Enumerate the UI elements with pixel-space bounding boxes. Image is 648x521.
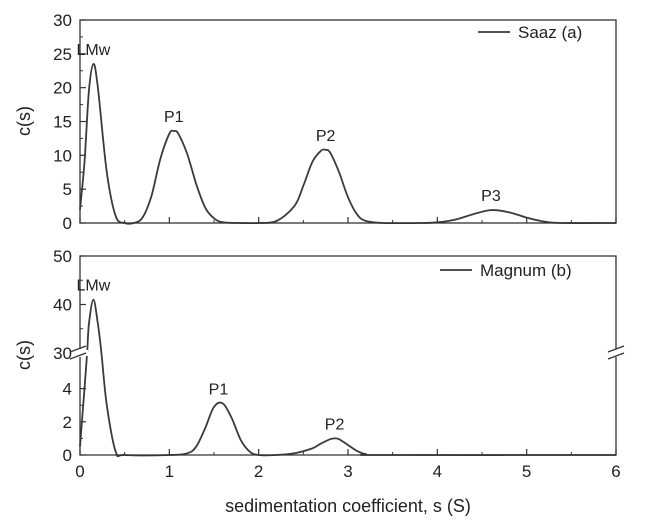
panel-b-y-tick-label: 2	[63, 413, 72, 432]
axis-break-gap-right	[608, 350, 624, 356]
magnum-legend-label: Magnum (b)	[480, 261, 572, 280]
panel-b-annotations: LMw P1 P2	[77, 278, 345, 434]
panel-a-annotation-p2: P2	[316, 128, 336, 145]
panel-a-y-tick-label: 30	[53, 11, 72, 30]
panel-a-tick-labels: 0 5 10 15 20 25 30	[53, 11, 72, 233]
panel-a-y-tick-label: 20	[53, 79, 72, 98]
axis-break-slash-left-1	[69, 345, 87, 353]
magnum-legend: Magnum (b)	[440, 261, 572, 280]
panel-a-annotation-p3: P3	[481, 188, 501, 205]
x-tick-label-1: 1	[165, 462, 174, 481]
panel-a-y-tick-label: 5	[63, 180, 72, 199]
panel-a-annotation-p1: P1	[164, 109, 184, 126]
axis-break-gap-left	[72, 350, 88, 356]
panel-b-frame	[79, 255, 617, 456]
panel-a: 0 5 10 15 20 25 30 LMw P1 P2 P3 Saaz (a) c(s)	[14, 11, 617, 233]
panel-b-y-axis-title: c(s)	[14, 340, 34, 370]
panel-a-y-tick-label: 0	[63, 214, 72, 233]
panel-b-y-tick-label: 30	[53, 344, 72, 363]
panel-a-y-tick-label: 15	[53, 113, 72, 132]
panel-b-y-tick-label: 0	[63, 446, 72, 465]
axis-break-slash-left-2	[69, 352, 87, 360]
panel-a-annotations: LMw P1 P2 P3	[77, 42, 501, 205]
panel-b-y-tick-label: 40	[53, 296, 72, 315]
saaz-legend-label: Saaz (a)	[518, 23, 582, 42]
panel-b: 0 1 2 3 4 5 6 0 2 4 30 40 50 LMw P1 P2 Magnum (b) c(s)	[14, 247, 625, 481]
axis-break-marks	[69, 345, 625, 360]
x-tick-label-6: 6	[611, 462, 620, 481]
panel-b-annotation-p1: P1	[209, 382, 229, 399]
saaz-legend: Saaz (a)	[478, 23, 582, 42]
panel-a-y-axis-title: c(s)	[14, 106, 34, 136]
x-tick-label-3: 3	[343, 462, 352, 481]
panel-b-annotation-p2: P2	[325, 416, 345, 433]
panel-b-annotation-lmw: LMw	[77, 278, 111, 295]
panel-b-y-tick-label: 50	[53, 247, 72, 266]
x-axis-title: sedimentation coefficient, s (S)	[225, 496, 471, 516]
panel-b-tick-labels: 0 1 2 3 4 5 6 0 2 4 30 40 50	[53, 247, 621, 481]
panel-a-annotation-lmw: LMw	[77, 42, 111, 59]
panel-b-y-tick-label: 4	[63, 380, 72, 399]
x-tick-label-4: 4	[433, 462, 442, 481]
axis-break-slash-right-2	[607, 352, 625, 360]
x-tick-label-2: 2	[254, 462, 263, 481]
panel-a-frame	[79, 19, 617, 224]
x-tick-label-0: 0	[75, 462, 84, 481]
panel-a-y-tick-label: 25	[53, 45, 72, 64]
axis-break-slash-right-1	[607, 345, 625, 353]
panel-a-y-tick-label: 10	[53, 146, 72, 165]
x-tick-label-5: 5	[522, 462, 531, 481]
magnum-series-line	[79, 298, 617, 458]
